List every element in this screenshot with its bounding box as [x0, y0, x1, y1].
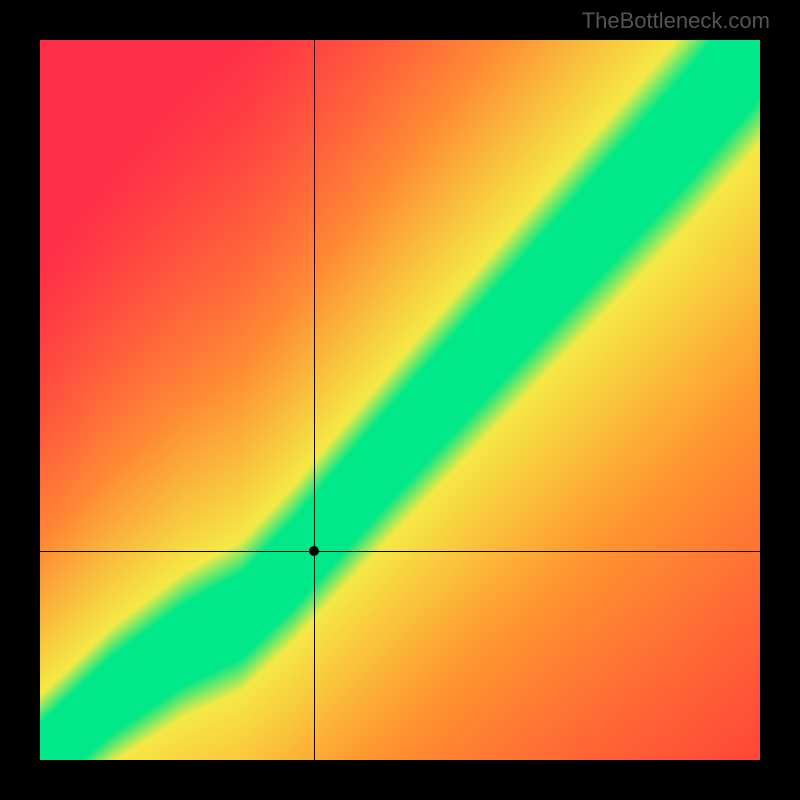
watermark-text: TheBottleneck.com: [582, 8, 770, 34]
heatmap-canvas: [40, 40, 760, 760]
heatmap-chart: [40, 40, 760, 760]
crosshair-horizontal: [40, 551, 760, 552]
crosshair-vertical: [314, 40, 315, 760]
marker-dot: [309, 546, 319, 556]
